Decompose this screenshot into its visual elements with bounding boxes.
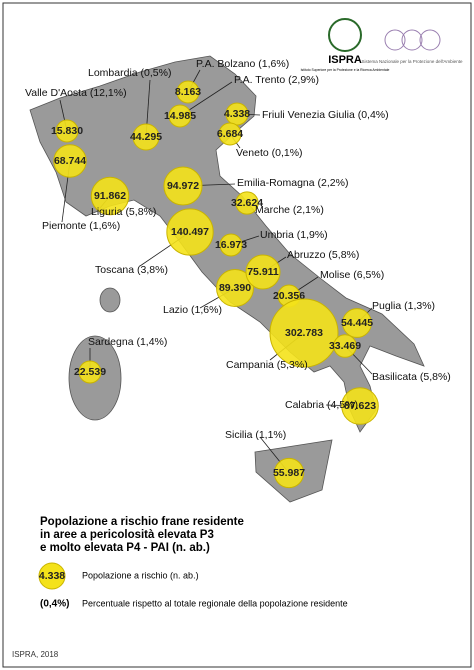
bubble-value: 87.623 <box>344 400 376 412</box>
region-label: Sardegna (1,4%) <box>88 336 167 348</box>
legend-title: in aree a pericolosità elevata P3 <box>40 529 214 541</box>
region-label: Piemonte (1,6%) <box>42 220 120 232</box>
bubble-value: 4.338 <box>224 108 250 120</box>
ispra-subtitle: Istituto Superiore per la Protezione e l… <box>301 68 390 72</box>
footer: ISPRA, 2018 <box>12 650 59 659</box>
snpa-emblem <box>384 29 406 51</box>
bubble <box>132 123 160 151</box>
legend-percent-sample: (0,4%) <box>40 599 69 610</box>
bubble-value: 55.987 <box>273 467 305 479</box>
bubble-value: 15.830 <box>51 125 83 137</box>
ispra-logo: ISPRA <box>328 54 362 66</box>
region-label: Abruzzo (5,8%) <box>287 249 359 261</box>
bubble-value: 68.744 <box>54 155 86 167</box>
legend-title: Popolazione a rischio frane residente <box>40 516 244 528</box>
region-label: P.A. Trento (2,9%) <box>234 74 319 86</box>
bubble-value: 91.862 <box>94 190 126 202</box>
bubble <box>216 269 254 307</box>
bubble-value: 94.972 <box>167 180 199 192</box>
region-label: Marche (2,1%) <box>255 204 324 216</box>
bubble <box>90 176 130 216</box>
legend-percent-text: Percentuale rispetto al totale regionale… <box>82 598 348 608</box>
bubble <box>245 254 281 290</box>
region-label: Campania (5,3%) <box>226 359 308 371</box>
region-label: Molise (6,5%) <box>320 269 384 281</box>
legend-bubble <box>38 562 66 590</box>
bubble-value: 8.163 <box>175 86 201 98</box>
snpa-emblem <box>401 29 423 51</box>
bubble <box>333 334 357 358</box>
legend-sample-text: Popolazione a rischio (n. ab.) <box>82 570 199 580</box>
bubble-value: 22.539 <box>74 366 106 378</box>
bubble-value: 16.973 <box>215 239 247 251</box>
region-label: Valle D'Aosta (12,1%) <box>25 87 127 99</box>
legend-title: e molto elevata P4 - PAI (n. ab.) <box>40 542 210 554</box>
ispra-emblem <box>328 18 362 52</box>
bubble <box>78 360 102 384</box>
bubble-value: 54.445 <box>341 317 373 329</box>
bubble <box>163 166 203 206</box>
region-label: P.A. Bolzano (1,6%) <box>196 58 289 70</box>
bubble-value: 89.390 <box>219 282 251 294</box>
legend-sample-value: 4.338 <box>39 570 65 582</box>
bubble-value: 75.911 <box>247 266 279 278</box>
region-label: Liguria (5,8%) <box>91 206 156 218</box>
bubble-value: 14.985 <box>164 110 196 122</box>
bubble-value: 6.684 <box>217 128 243 140</box>
bubble-value: 302.783 <box>285 327 323 339</box>
header: ISPRA Istituto Superiore per la Protezio… <box>301 18 463 72</box>
bubble-value: 32.624 <box>231 197 263 209</box>
regions: 15.830 Valle D'Aosta (12,1%) 68.744 Piemont… <box>25 58 451 489</box>
bubble <box>55 119 79 143</box>
region-label: Lombardia (0,5%) <box>88 67 171 79</box>
region-label: Toscana (3,8%) <box>95 264 168 276</box>
bubble-value: 140.497 <box>171 226 209 238</box>
bubble-value: 33.469 <box>329 340 361 352</box>
bubble <box>235 191 259 215</box>
region-label: Emilia-Romagna (2,2%) <box>237 177 348 189</box>
region-label: Sicilia (1,1%) <box>225 429 286 441</box>
bubble <box>168 104 192 128</box>
snpa-emblem <box>419 29 441 51</box>
region-label: Veneto (0,1%) <box>236 147 303 159</box>
bubble-value: 44.295 <box>130 131 162 143</box>
snpa-logo: Sistema Nazionale per la Protezione dell… <box>362 59 463 64</box>
bubble-value: 20.356 <box>273 290 305 302</box>
region-label: Umbria (1,9%) <box>260 229 328 241</box>
bubble <box>218 122 242 146</box>
bubble <box>166 208 214 256</box>
legend: Popolazione a rischio frane residente in… <box>38 516 348 610</box>
bubble <box>341 387 379 425</box>
region-label: Basilicata (5,8%) <box>372 371 451 383</box>
bubble <box>269 298 339 368</box>
region-label: Lazio (1,6%) <box>163 304 222 316</box>
bubble <box>219 233 243 257</box>
bubble <box>273 457 305 489</box>
region-label: Calabria (4,5%) <box>285 399 358 411</box>
region-label: Puglia (1,3%) <box>372 300 435 312</box>
region-label: Friuli Venezia Giulia (0,4%) <box>262 109 389 121</box>
bubble <box>53 144 87 178</box>
bubble <box>342 308 372 338</box>
bubble <box>176 80 200 104</box>
